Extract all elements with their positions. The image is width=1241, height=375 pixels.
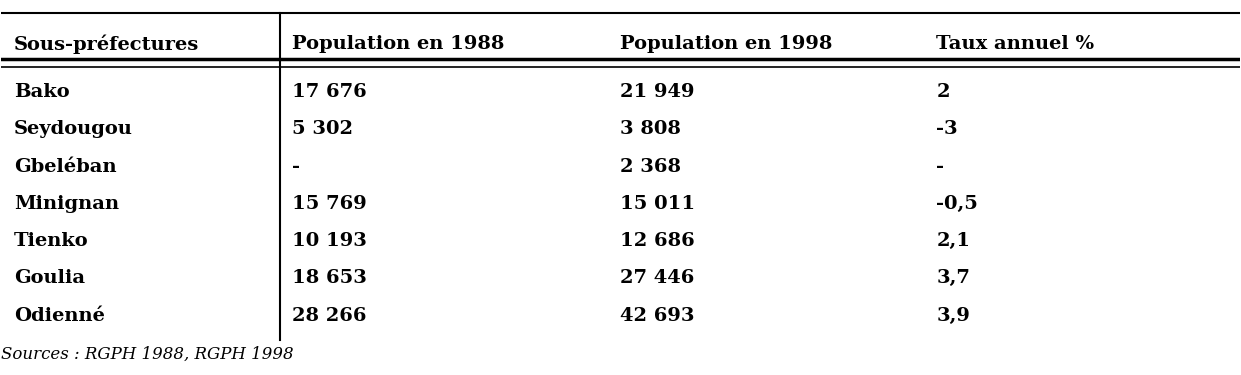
Text: Population en 1988: Population en 1988	[293, 35, 505, 53]
Text: 18 653: 18 653	[293, 269, 367, 287]
Text: 42 693: 42 693	[620, 307, 695, 325]
Text: 2,1: 2,1	[936, 232, 970, 250]
Text: Gbeléban: Gbeléban	[14, 158, 117, 176]
Text: -: -	[936, 158, 944, 176]
Text: Seydougou: Seydougou	[14, 120, 133, 138]
Text: 2 368: 2 368	[620, 158, 681, 176]
Text: 17 676: 17 676	[293, 83, 367, 101]
Text: 12 686: 12 686	[620, 232, 695, 250]
Text: Goulia: Goulia	[14, 269, 84, 287]
Text: Odienné: Odienné	[14, 307, 104, 325]
Text: Sous-préfectures: Sous-préfectures	[14, 35, 199, 54]
Text: -: -	[293, 158, 300, 176]
Text: Sources : RGPH 1988, RGPH 1998: Sources : RGPH 1988, RGPH 1998	[1, 345, 294, 363]
Text: 27 446: 27 446	[620, 269, 695, 287]
Text: 3 808: 3 808	[620, 120, 681, 138]
Text: 28 266: 28 266	[293, 307, 367, 325]
Text: 15 011: 15 011	[620, 195, 696, 213]
Text: Population en 1998: Population en 1998	[620, 35, 833, 53]
Text: 15 769: 15 769	[293, 195, 367, 213]
Text: Minignan: Minignan	[14, 195, 119, 213]
Text: 10 193: 10 193	[293, 232, 367, 250]
Text: -0,5: -0,5	[936, 195, 978, 213]
Text: 3,7: 3,7	[936, 269, 970, 287]
Text: -3: -3	[936, 120, 958, 138]
Text: Tienko: Tienko	[14, 232, 88, 250]
Text: 3,9: 3,9	[936, 307, 970, 325]
Text: 2: 2	[936, 83, 949, 101]
Text: Taux annuel %: Taux annuel %	[936, 35, 1095, 53]
Text: 5 302: 5 302	[293, 120, 354, 138]
Text: 21 949: 21 949	[620, 83, 695, 101]
Text: Bako: Bako	[14, 83, 69, 101]
